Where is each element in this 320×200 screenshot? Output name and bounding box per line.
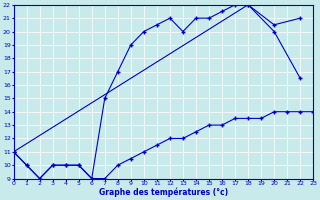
X-axis label: Graphe des températures (°c): Graphe des températures (°c) <box>99 188 228 197</box>
